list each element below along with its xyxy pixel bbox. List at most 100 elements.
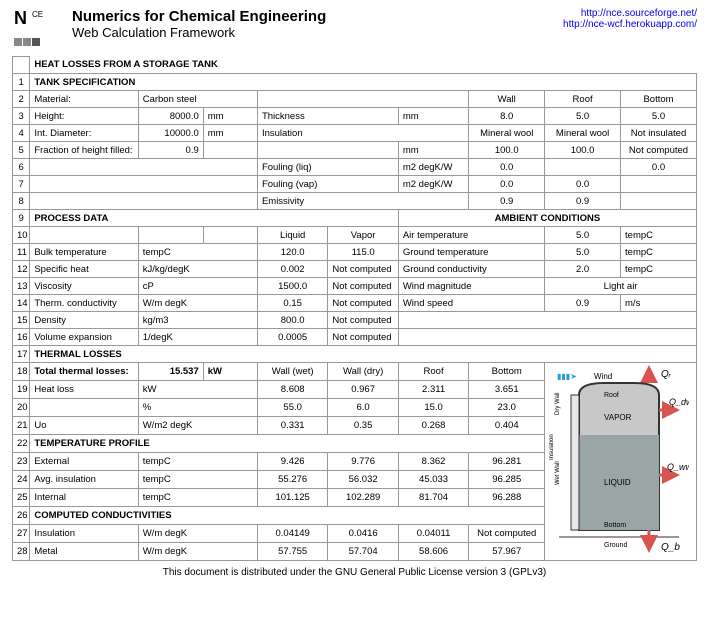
uo-label: Uo [30,417,138,435]
vexp-unit: 1/degK [138,329,257,346]
header-links: http://nce.sourceforge.net/ http://nce-w… [563,8,697,30]
avg-bt: 96.285 [469,471,545,489]
uo-rf: 0.268 [398,417,468,435]
fliq-wall: 0.0 [469,159,545,176]
thickness-unit: mm [398,108,468,125]
ins-roof: Mineral wool [545,125,621,142]
cins-rf: 0.04011 [398,525,468,543]
page-title: HEAT LOSSES FROM A STORAGE TANK [30,57,697,74]
d-liquid: LIQUID [604,478,631,487]
int-bt: 96.288 [469,489,545,507]
logo: N CE [12,8,62,48]
vexp-label: Volume expansion [30,329,138,346]
tprof-heading: TEMPERATURE PROFILE [30,435,545,453]
air-unit: tempC [621,227,697,244]
bulk-label: Bulk temperature [30,244,138,261]
liquid-header: Liquid [257,227,327,244]
diam-value: 10000.0 [138,125,203,142]
avg-rf: 45.033 [398,471,468,489]
logo-block [14,38,22,46]
thermal-heading: THERMAL LOSSES [30,346,697,363]
gcond-val: 2.0 [545,261,621,278]
int-label: Internal [30,489,138,507]
logo-block [32,38,40,46]
logo-ce: CE [32,10,43,19]
cins-label: Insulation [30,525,138,543]
visc-vap: Not computed [328,278,398,295]
ext-label: External [30,453,138,471]
emis-wall: 0.9 [469,193,545,210]
thick-wall: 8.0 [469,108,545,125]
int-ww: 101.125 [257,489,327,507]
ext-bt: 96.281 [469,453,545,471]
diam-label: Int. Diameter: [30,125,138,142]
link-herokuapp[interactable]: http://nce-wcf.herokuapp.com/ [563,19,697,30]
emis-roof: 0.9 [545,193,621,210]
hl-unit: kW [138,381,257,399]
height-label: Height: [30,108,138,125]
avg-unit: tempC [138,471,257,489]
pct-wd: 6.0 [328,399,398,417]
emis-label: Emissivity [257,193,468,210]
ext-wd: 9.776 [328,453,398,471]
sh-label: Specific heat [30,261,138,278]
logo-n: N [14,8,27,29]
sh-liq: 0.002 [257,261,327,278]
dens-unit: kg/m3 [138,312,257,329]
bottom-h2: Bottom [469,363,545,381]
d-ground: Ground [604,542,627,549]
cmet-bt: 57.967 [469,543,545,561]
cins-bt: Not computed [469,525,545,543]
thick-bottom: 5.0 [621,108,697,125]
page-header: N CE Numerics for Chemical Engineering W… [12,8,697,48]
pct-bt: 23.0 [469,399,545,417]
material-value: Carbon steel [138,91,257,108]
roof-header: Roof [545,91,621,108]
uo-wd: 0.35 [328,417,398,435]
process-heading: PROCESS DATA [30,210,399,227]
uo-ww: 0.331 [257,417,327,435]
air-label: Air temperature [398,227,544,244]
int-rf: 81.704 [398,489,468,507]
bottom-header: Bottom [621,91,697,108]
cins-wd: 0.0416 [328,525,398,543]
hl-bt: 3.651 [469,381,545,399]
dens-liq: 800.0 [257,312,327,329]
ins-t-wall: 100.0 [469,142,545,159]
ext-rf: 8.362 [398,453,468,471]
fliq-label: Fouling (liq) [257,159,398,176]
fliq-bottom: 0.0 [621,159,697,176]
frac-label: Fraction of height filled: [30,142,138,159]
int-unit: tempC [138,489,257,507]
vexp-vap: Not computed [328,329,398,346]
d-qdw: Q_dw [669,397,689,407]
ground-val: 5.0 [545,244,621,261]
wspd-val: 0.9 [545,295,621,312]
height-value: 8000.0 [138,108,203,125]
avg-wd: 56.032 [328,471,398,489]
dens-label: Density [30,312,138,329]
fliq-unit: m2 degK/W [398,159,468,176]
d-qb: Q_b [661,542,680,553]
int-wd: 102.289 [328,489,398,507]
cmet-rf: 58.606 [398,543,468,561]
logo-block [23,38,31,46]
tank-diagram: ▮▮▮➤ Wind Qᵣ Roof VAPOR LIQUID Bottom Gr… [545,363,697,561]
d-qr: Qᵣ [661,369,672,380]
total-unit: kW [203,363,257,381]
cins-unit: W/m degK [138,525,257,543]
ground-unit: tempC [621,244,697,261]
wallwet-h: Wall (wet) [257,363,327,381]
bulk-vap: 115.0 [328,244,398,261]
d-roof: Roof [604,392,619,399]
cins-ww: 0.04149 [257,525,327,543]
gcond-label: Ground conductivity [398,261,544,278]
sh-vap: Not computed [328,261,398,278]
fvap-wall: 0.0 [469,176,545,193]
d-insulation: Insulation [549,434,555,460]
d-bottom: Bottom [604,522,626,529]
fvap-label: Fouling (vap) [257,176,398,193]
hl-wd: 0.967 [328,381,398,399]
link-sourceforge[interactable]: http://nce.sourceforge.net/ [563,8,697,19]
ins-unit: mm [398,142,468,159]
